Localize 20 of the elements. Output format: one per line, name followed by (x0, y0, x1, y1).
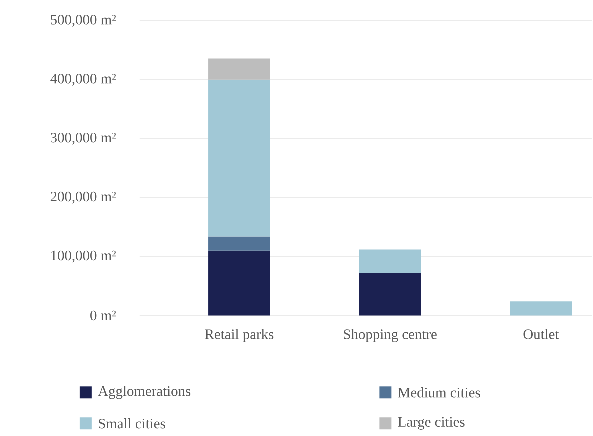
y-tick-label: 300,000 m² (51, 133, 116, 145)
x-tick-label: Retail parks (205, 329, 274, 342)
bar (208, 236, 270, 252)
bar (208, 251, 270, 316)
y-tick-label: 500,000 m² (51, 15, 116, 28)
x-tick-label: Shopping centre (344, 329, 437, 343)
y-tick-label: 200,000 m² (50, 192, 116, 204)
legend-label: Medium cities (398, 388, 480, 398)
bar (359, 273, 422, 316)
legend-label: Agglomerations (98, 386, 191, 400)
bar (359, 250, 422, 274)
bar (208, 58, 270, 80)
y-tick-label: 0 m² (90, 311, 116, 321)
x-tick-label: Outlet (524, 329, 560, 340)
y-tick-label: 100,000 m² (52, 251, 116, 263)
y-tick-label: 400,000 m² (50, 74, 116, 86)
bar (208, 80, 270, 237)
bar (510, 302, 572, 316)
legend-label: Small cities (99, 418, 166, 429)
legend-label: Large cities (398, 417, 465, 430)
